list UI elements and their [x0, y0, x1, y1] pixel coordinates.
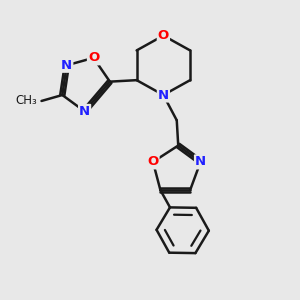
Text: N: N — [158, 88, 169, 101]
Text: N: N — [79, 105, 90, 118]
Text: N: N — [195, 155, 206, 168]
Text: CH₃: CH₃ — [15, 94, 37, 107]
Text: O: O — [147, 155, 159, 168]
Text: O: O — [158, 29, 169, 42]
Text: N: N — [61, 59, 72, 72]
Text: O: O — [88, 51, 99, 64]
